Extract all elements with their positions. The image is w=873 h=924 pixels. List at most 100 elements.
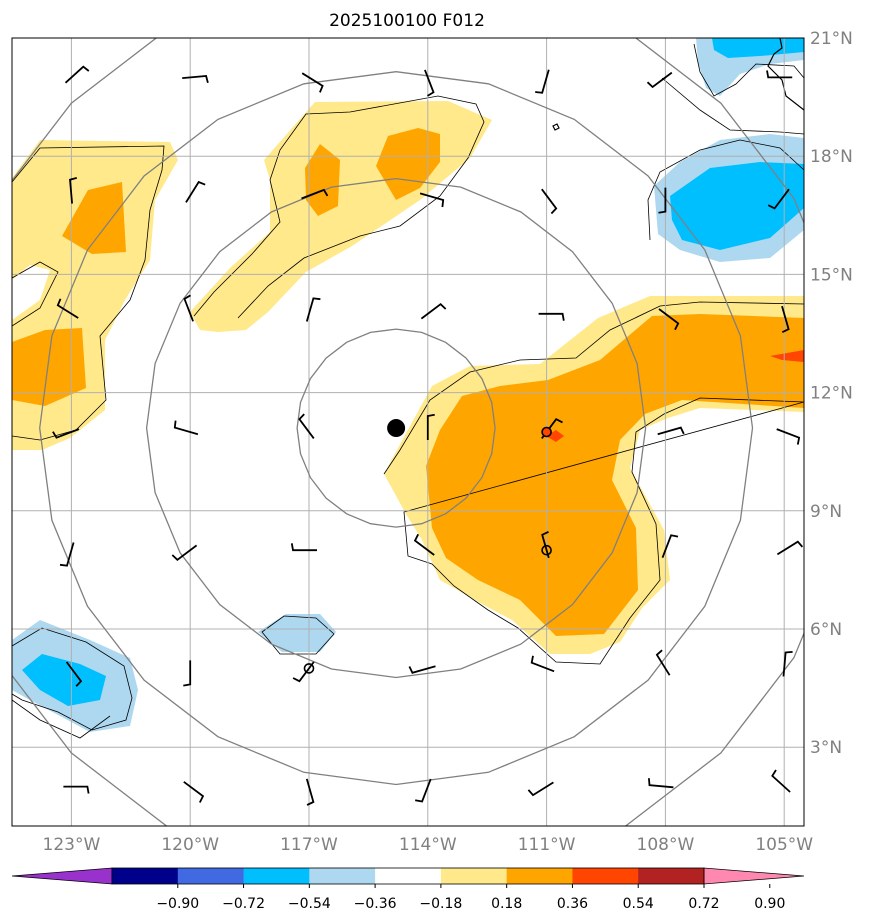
colorbar-tick-label: −0.54 — [288, 896, 331, 912]
wind-barb — [415, 778, 432, 803]
longitude-label: 123°W — [43, 835, 101, 855]
colorbar-segment — [506, 868, 573, 884]
longitude-label: 108°W — [637, 835, 695, 855]
contour-lines — [12, 43, 804, 739]
wind-barb — [541, 188, 558, 215]
wind-barb — [658, 187, 667, 214]
longitude-label: 105°W — [755, 835, 813, 855]
colorbar-tick-label: 0.54 — [623, 896, 654, 912]
island-path — [552, 123, 560, 131]
latitude-label: 18°N — [810, 147, 853, 167]
contour-line — [12, 699, 111, 739]
positive-anomaly-core — [12, 328, 86, 406]
colorbar-tick-label: 0.72 — [688, 896, 719, 912]
latitude-labels: 3°N 6°N 9°N 12°N 15°N 18°N 21°N — [810, 29, 853, 758]
wind-barb — [182, 75, 209, 84]
wind-barb — [771, 769, 791, 793]
colorbar-segment — [309, 868, 376, 884]
wind-barb — [408, 665, 436, 674]
positive-anomaly-core — [426, 314, 804, 636]
station-marker — [541, 544, 552, 556]
contour-line — [193, 95, 485, 319]
storm-center-marker — [387, 419, 406, 438]
colorbar-segment — [638, 868, 705, 884]
colorbar-segment — [112, 868, 179, 884]
positive-anomaly-core — [305, 144, 340, 216]
strong-anomaly-spot — [770, 350, 804, 362]
colorbar: −0.90 −0.72 −0.54 −0.36 −0.18 0.18 0.36 0.54 0.7… — [11, 867, 805, 912]
wind-barb — [530, 655, 555, 673]
colorbar-extend-low — [11, 867, 113, 885]
wind-barb — [781, 305, 790, 334]
positive-anomaly-core — [62, 182, 126, 254]
wind-barb — [527, 781, 554, 797]
longitude-label: 120°W — [161, 835, 219, 855]
wind-barb — [290, 543, 317, 552]
strong-anomaly-spot — [546, 430, 564, 442]
wind-barb — [298, 413, 315, 439]
longitude-label: 117°W — [280, 835, 338, 855]
negative-anomaly-core — [22, 654, 106, 706]
coastline-path — [767, 38, 804, 111]
figure-title: 2025100100 F012 — [329, 11, 485, 31]
colorbar-tick-label: 0.18 — [491, 896, 522, 912]
longitude-labels: 123°W 120°W 117°W 114°W 111°W 108°W 105°W — [43, 835, 814, 855]
wind-barb — [183, 781, 205, 803]
range-ring — [145, 177, 647, 679]
wind-barb — [171, 544, 198, 561]
wind-barb — [173, 420, 199, 436]
wind-barb — [658, 308, 680, 331]
colorbar-tick-label: −0.36 — [354, 896, 397, 912]
wind-barb — [59, 542, 75, 567]
contour-line — [12, 261, 59, 327]
wind-barb — [535, 69, 550, 94]
wind-barb — [657, 426, 685, 436]
station-marker — [541, 426, 552, 438]
latitude-label: 21°N — [810, 29, 853, 49]
wind-barb — [655, 649, 671, 676]
shading-layer — [12, 38, 804, 732]
wind-barb — [646, 71, 673, 89]
wind-barb — [56, 298, 79, 319]
wind-barb — [767, 188, 790, 210]
latitude-label: 12°N — [810, 384, 853, 404]
wind-barb — [661, 534, 679, 559]
contour-line — [661, 77, 804, 135]
map-frame — [11, 37, 805, 827]
colorbar-segment — [572, 868, 639, 884]
colorbar-segment — [243, 868, 310, 884]
latitude-label: 6°N — [810, 620, 842, 640]
wind-barb — [52, 428, 80, 439]
wind-barb — [64, 65, 90, 84]
wind-barb — [776, 428, 801, 445]
wind-barb — [776, 540, 804, 556]
colorbar-frame — [111, 867, 705, 885]
wind-barb — [305, 297, 321, 322]
wind-barb — [63, 785, 90, 794]
positive-anomaly-region — [190, 101, 492, 332]
colorbar-tick-label: −0.90 — [156, 896, 199, 912]
negative-anomaly-core — [670, 162, 804, 250]
wind-barb — [65, 661, 83, 687]
colorbar-segment — [440, 868, 508, 884]
wind-barb — [419, 192, 445, 208]
contour-line — [12, 627, 133, 731]
colorbar-segment — [375, 868, 442, 884]
wind-barb — [183, 660, 192, 687]
wind-barb — [648, 778, 674, 789]
contour-line — [693, 43, 804, 97]
wind-barb — [426, 413, 435, 440]
wind-barb — [541, 530, 550, 559]
wind-barbs — [52, 65, 804, 806]
map-area — [12, 38, 804, 826]
latitude-label: 3°N — [810, 738, 842, 758]
wind-barb — [420, 303, 447, 320]
wind-barb — [301, 188, 329, 200]
wind-barb — [782, 651, 793, 677]
colorbar-tick-label: −0.72 — [222, 896, 265, 912]
longitude-label: 114°W — [399, 835, 457, 855]
colorbar-tick-label: −0.18 — [419, 896, 462, 912]
wind-barb — [424, 69, 435, 97]
station-marker — [303, 663, 315, 674]
